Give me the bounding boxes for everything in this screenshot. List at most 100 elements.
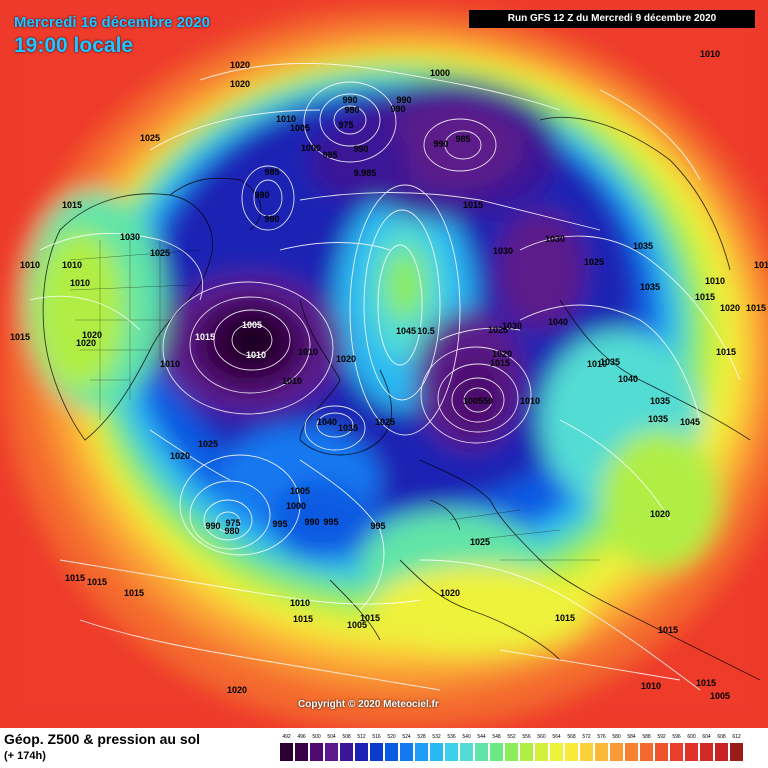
legend-label: 564 [552,734,561,740]
map-canvas: 1020102010251010100599098097599099010009… [0,0,768,728]
isobar-label: 990 [342,95,357,105]
legend-swatch [310,743,323,761]
isobar-label: 1020 [650,509,670,519]
legend-swatch [640,743,653,761]
legend-swatch [340,743,353,761]
legend-label: 524 [402,734,411,740]
map-footer: Géop. Z500 & pression au sol (+ 174h) 49… [0,728,768,768]
legend-label: 516 [372,734,381,740]
legend-swatch [670,743,683,761]
isobar-label: 100550 [463,396,493,406]
isobar-label: 1015 [695,292,715,302]
isobar-label: 1035 [640,282,660,292]
isobar-label: 1035 [338,423,358,433]
legend-swatch [475,743,488,761]
isobar-label: 1030 [120,232,140,242]
legend-label: 492 [282,734,291,740]
isobar-label: 1030 [493,246,513,256]
isobar-label: 995 [272,519,287,529]
isobar-label: 1010 [160,359,180,369]
legend-swatch [430,743,443,761]
isobar-label: 990 [396,95,411,105]
legend-swatch [730,743,743,761]
legend-label: 504 [327,734,336,740]
forecast-map: 1020 1020 1025 1010 1005 990 980 975 990 990 1000 9… [0,0,768,728]
isobar-label: 1015 [10,332,30,342]
isobar-label: 1045 [396,326,416,336]
isobar-label: 1005 [347,620,367,630]
legend-swatch [715,743,728,761]
legend-label: 588 [642,734,651,740]
isobar-label: 990 [390,104,405,114]
legend-swatch [655,743,668,761]
legend-swatch [490,743,503,761]
isobar-label: 1015 [195,332,215,342]
legend-label: 580 [612,734,621,740]
model-run-info: Run GFS 12 Z du Mercredi 9 décembre 2020 [469,10,755,28]
isobar-label: 1010 [705,276,725,286]
isobar-label: 1015 [555,613,575,623]
forecast-local-time: 19:00 locale [14,34,134,57]
isobar-label: 1025 [198,439,218,449]
legend-swatch [400,743,413,761]
isobar-label: 1015 [463,200,483,210]
legend-swatch [610,743,623,761]
legend-label: 608 [717,734,726,740]
isobar-label: 1010 [298,347,318,357]
legend-swatch [505,743,518,761]
legend-label: 584 [627,734,636,740]
isobar-label: 1015 [124,588,144,598]
legend-swatch [550,743,563,761]
isobar-label: 1020 [76,338,96,348]
isobar-label: 1020 [230,60,250,70]
isobar-label: 9.985 [354,168,377,178]
isobar-label: 1005 [290,123,310,133]
isobar-label: 1020 [336,354,356,364]
legend-swatch [385,743,398,761]
isobar-label: 1015 [293,614,313,624]
isobar-label: 1010 [70,278,90,288]
legend-label: 556 [522,734,531,740]
legend-label: 604 [702,734,711,740]
isobar-label: 1000 [286,501,306,511]
forecast-lead-time: (+ 174h) [4,750,46,762]
legend-swatch [595,743,608,761]
isobar-label: 1015 [87,577,107,587]
legend-label: 540 [462,734,471,740]
legend-swatch [280,743,293,761]
isobar-label: 1020 [227,685,247,695]
legend-label: 496 [297,734,306,740]
isobar-label: 1025 [470,537,490,547]
legend-swatch [355,743,368,761]
isobar-label: 1010 [754,260,768,270]
isobar-label: 1015 [490,358,510,368]
isobar-label: 1005 [710,691,730,701]
isobar-label: 1020 [492,349,512,359]
isobar-label: 1005 [290,486,310,496]
isobar-label: 1015 [658,625,678,635]
legend-label: 548 [492,734,501,740]
isobar-label: 980 [224,526,239,536]
isobar-label: 1010 [520,396,540,406]
legend-label: 520 [387,734,396,740]
borders [69,235,600,561]
isobar-label: 980 [254,190,269,200]
isobar-label: 10.5 [417,326,435,336]
legend-label: 500 [312,734,321,740]
isobar-label: 1025 [375,417,395,427]
isobar-label: 1015 [716,347,736,357]
legend-label: 536 [447,734,456,740]
isobar-label: 1000 [301,143,321,153]
isobar-label: 1010 [276,114,296,124]
isobar-label: 1010 [290,598,310,608]
legend-label: 592 [657,734,666,740]
copyright-notice: Copyright © 2020 Meteociel.fr [298,699,439,710]
isobar-lines [29,62,741,691]
legend-label: 552 [507,734,516,740]
isobar-label: 1020 [82,330,102,340]
isobar-label: 1010 [282,376,302,386]
legend-label: 576 [597,734,606,740]
isobar-label: 990 [264,214,279,224]
legend-label: 532 [432,734,441,740]
legend-label: 568 [567,734,576,740]
